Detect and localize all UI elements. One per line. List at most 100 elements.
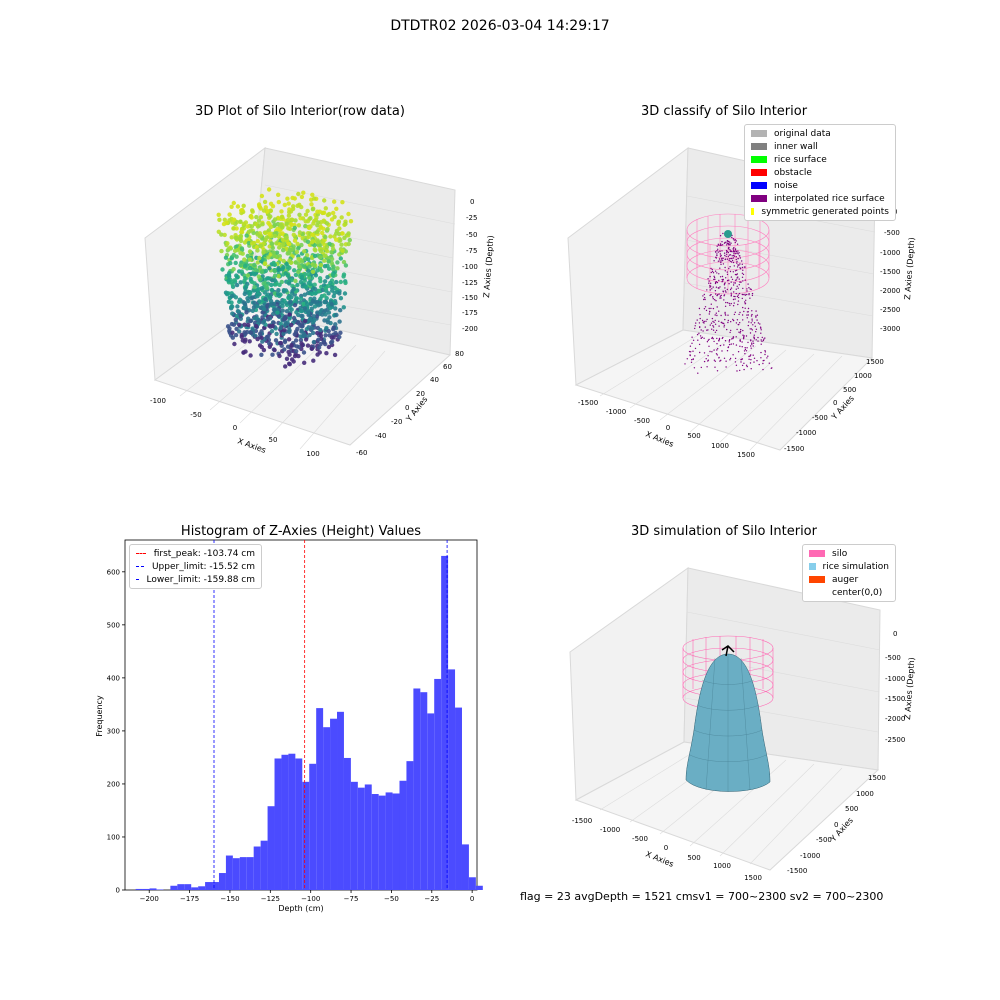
z-tick: -2000 [885,715,905,723]
data-point [716,370,719,372]
data-point [257,331,263,336]
data-point [324,221,330,226]
data-point [747,324,749,327]
data-point [736,262,738,264]
data-point [216,212,221,217]
data-point [729,288,732,291]
data-point [717,248,719,250]
legend-item: rice surface [751,153,889,166]
data-point [308,216,313,221]
data-point [299,242,304,248]
data-point [323,286,329,291]
z-tick: -1000 [885,675,905,683]
data-point [286,295,291,300]
data-point [690,351,692,353]
data-point [252,316,257,321]
data-point [724,287,726,289]
legend-swatch [809,563,816,570]
data-point [752,340,754,342]
data-point [752,354,754,356]
data-point [729,357,732,360]
data-point [733,253,735,255]
data-point [725,249,728,252]
y-axis-ticks: -1500 -1000 -500 0 500 1000 1500 [787,774,886,875]
z-tick: -100 [462,263,478,271]
data-point [728,341,730,343]
data-point [711,288,713,290]
depth-histogram: −200 −175 −150 −125 −100 −75 −50 −25 0 0 100 200 30… [95,539,483,913]
data-point [282,315,287,320]
data-point [702,330,704,332]
data-point [276,192,281,197]
data-point [718,279,720,282]
data-point [222,232,227,238]
data-point [716,272,718,274]
data-point [216,229,221,234]
data-point [276,288,281,293]
y-tick: 40 [430,376,439,384]
data-point [746,314,748,316]
z-tick: -3000 [880,325,900,333]
histogram-bar [198,886,206,890]
y-tick: -1000 [796,429,816,437]
data-point [734,295,736,298]
data-point [332,352,338,358]
data-point [715,293,717,295]
x-tick: -1000 [606,408,626,416]
data-point [262,261,268,266]
data-point [709,311,711,313]
data-point [719,295,722,297]
data-point [699,351,701,354]
data-point [244,233,249,238]
data-point [308,281,313,287]
data-point [293,329,299,334]
data-point [329,339,335,344]
data-point [311,339,317,345]
data-point [343,263,349,268]
data-point [272,233,278,239]
data-point [266,228,272,233]
data-point [318,279,323,284]
data-point [693,367,696,369]
data-point [250,295,255,300]
data-point [293,338,299,343]
data-point [269,241,275,246]
data-point [231,322,237,327]
data-point [322,299,327,305]
data-point [748,321,750,323]
data-point [708,280,710,282]
data-point [703,320,705,323]
data-point [335,260,340,265]
data-point [715,286,718,288]
data-point [323,206,328,211]
data-point [303,337,309,342]
data-point [341,305,346,310]
data-point [728,246,730,249]
data-point [272,217,278,222]
data-point [749,362,752,364]
data-point [737,287,739,289]
data-point [718,320,720,322]
data-point [733,282,735,284]
data-point [310,298,315,304]
histogram-bar [232,858,240,890]
data-point [241,350,246,355]
surface-mesh [689,654,767,792]
data-point [291,232,296,237]
data-point [254,245,259,250]
data-point [729,359,731,361]
data-point [737,303,739,306]
data-point [342,235,347,241]
data-point [233,260,238,266]
x-tick: 1000 [713,862,731,870]
data-point [338,279,343,285]
data-point [265,317,271,322]
histogram-bar [413,688,421,890]
data-point [692,339,695,341]
data-point [735,256,737,258]
legend-label: center(0,0) [832,587,883,598]
data-point [701,336,703,338]
data-point [746,311,749,313]
data-point [719,250,721,252]
data-point [279,209,284,214]
